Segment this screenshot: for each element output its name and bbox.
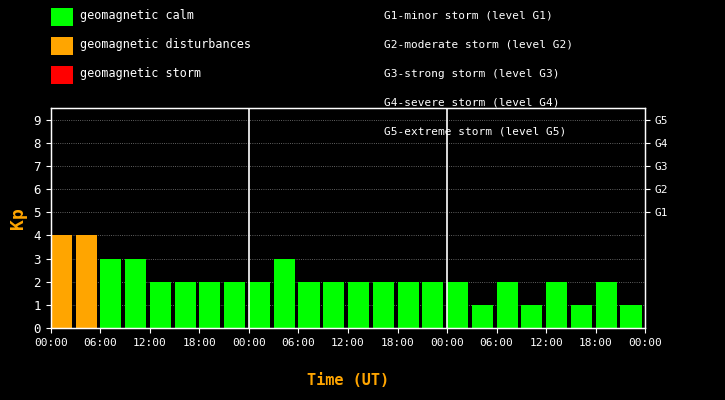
Bar <box>150 282 171 328</box>
Bar <box>125 258 146 328</box>
Bar <box>51 235 72 328</box>
Bar <box>422 282 444 328</box>
Bar <box>571 305 592 328</box>
Bar <box>273 258 295 328</box>
Bar <box>323 282 344 328</box>
Bar <box>596 282 617 328</box>
Bar <box>75 235 96 328</box>
Text: G1-minor storm (level G1): G1-minor storm (level G1) <box>384 11 553 21</box>
Bar <box>175 282 196 328</box>
Bar <box>546 282 567 328</box>
Bar <box>621 305 642 328</box>
Bar <box>100 258 121 328</box>
Bar <box>447 282 468 328</box>
Text: geomagnetic storm: geomagnetic storm <box>80 67 201 80</box>
Bar <box>299 282 320 328</box>
Text: G5-extreme storm (level G5): G5-extreme storm (level G5) <box>384 126 566 136</box>
Text: G4-severe storm (level G4): G4-severe storm (level G4) <box>384 97 560 107</box>
Bar <box>199 282 220 328</box>
Bar <box>472 305 493 328</box>
Text: geomagnetic calm: geomagnetic calm <box>80 10 194 22</box>
Text: G3-strong storm (level G3): G3-strong storm (level G3) <box>384 69 560 78</box>
Y-axis label: Kp: Kp <box>9 207 27 229</box>
Bar <box>249 282 270 328</box>
Text: geomagnetic disturbances: geomagnetic disturbances <box>80 38 251 51</box>
Bar <box>348 282 369 328</box>
Text: G2-moderate storm (level G2): G2-moderate storm (level G2) <box>384 40 573 50</box>
Bar <box>373 282 394 328</box>
Bar <box>397 282 418 328</box>
Bar <box>224 282 245 328</box>
Text: Time (UT): Time (UT) <box>307 373 389 388</box>
Bar <box>521 305 542 328</box>
Bar <box>497 282 518 328</box>
